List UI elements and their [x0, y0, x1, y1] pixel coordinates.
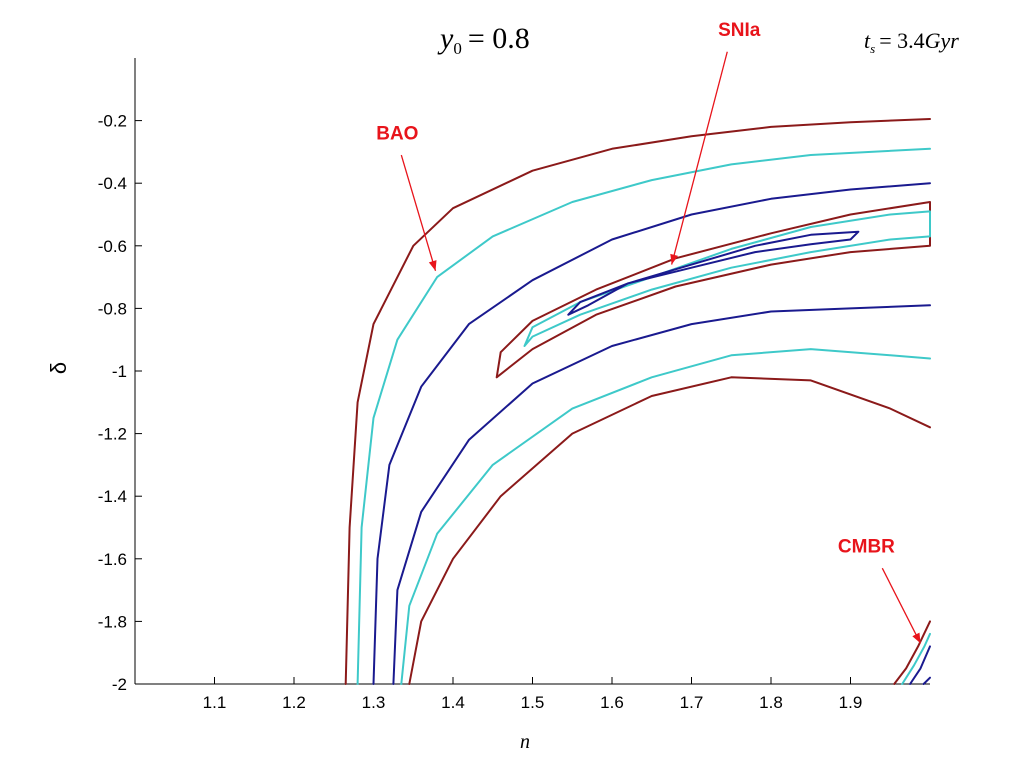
x-tick-label: 1.7: [680, 693, 704, 712]
x-tick-label: 1.6: [600, 693, 624, 712]
cmbr-arrowhead: [912, 632, 921, 644]
contour-inner: [392, 304, 931, 685]
contour-lines: [344, 118, 931, 685]
snia-arrow: [670, 51, 728, 265]
annotations: BAO SNIa CMBR: [376, 20, 922, 644]
contour-outer: [408, 376, 931, 685]
ts-parameter-label: ts = 3.4Gyr: [864, 28, 959, 56]
contour-middle: [523, 210, 931, 347]
x-axis-title: n: [520, 731, 530, 753]
x-tick-label: 1.1: [203, 693, 227, 712]
y-tick-label: -1.4: [98, 487, 127, 506]
y-tick-label: -1.2: [98, 425, 127, 444]
contour-inner: [909, 645, 931, 685]
y-tick-label: -0.8: [98, 299, 127, 318]
bao-arrow: [400, 154, 437, 272]
x-tick-label: 1.3: [362, 693, 386, 712]
y-axis-title: δ: [46, 362, 71, 374]
y-tick-label: -1.8: [98, 612, 127, 631]
y-tick-label: -0.4: [98, 174, 127, 193]
plot-area: [134, 58, 930, 685]
y0-parameter-label: y0 = 0.8: [437, 22, 530, 58]
contour-middle: [356, 147, 931, 685]
contour-outer: [344, 118, 931, 685]
cmbr-annotation-label: CMBR: [838, 537, 895, 558]
y-tick-label: -0.2: [98, 112, 127, 131]
x-tick-label: 1.4: [441, 693, 465, 712]
contour-middle: [400, 348, 931, 685]
bao-annotation-label: BAO: [376, 123, 418, 144]
contour-inner: [567, 230, 860, 316]
y-tick-label: -1.6: [98, 550, 127, 569]
contour-inner: [922, 676, 931, 685]
contour-outer: [893, 620, 931, 685]
bao-arrowhead: [428, 260, 437, 271]
contour-inner: [372, 182, 931, 685]
contour-middle: [901, 632, 931, 685]
contour-outer: [495, 201, 931, 379]
y-tick-label: -0.6: [98, 237, 127, 256]
x-tick-label: 1.2: [282, 693, 306, 712]
snia-annotation-label: SNIa: [718, 20, 761, 41]
x-tick-label: 1.8: [759, 693, 783, 712]
snia-arrowhead: [670, 253, 679, 265]
labels: 1.1 1.2 1.3 1.4 1.5 1.6 1.7 1.8 1.9 -0.2 -0.4 -0.6 -…: [46, 22, 959, 753]
x-tick-label: 1.5: [521, 693, 545, 712]
y-tick-label: -2: [112, 675, 127, 694]
y-tick-label: -1: [112, 362, 127, 381]
x-tick-label: 1.9: [839, 693, 863, 712]
cmbr-arrow: [881, 567, 922, 644]
